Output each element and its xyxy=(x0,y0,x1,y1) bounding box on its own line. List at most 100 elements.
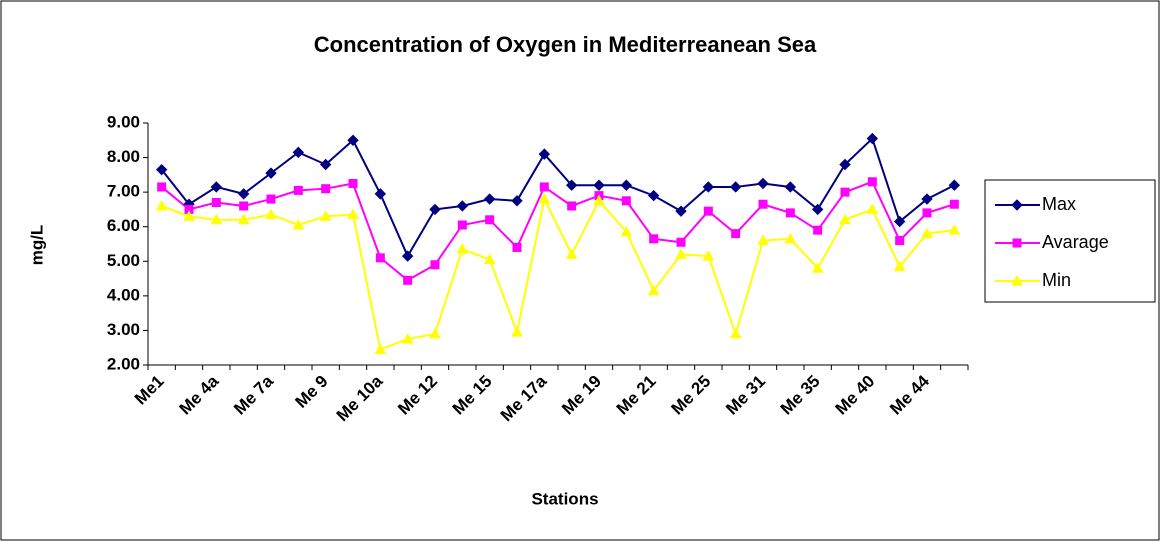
data-point xyxy=(237,213,250,225)
data-point xyxy=(210,181,223,193)
y-tick-label: 9.00 xyxy=(107,112,140,131)
data-point xyxy=(266,194,276,204)
data-point xyxy=(457,220,467,230)
data-point xyxy=(512,242,522,252)
data-point xyxy=(1011,274,1023,286)
x-axis-label: Stations xyxy=(531,489,598,508)
y-tick-label: 4.00 xyxy=(107,285,140,304)
data-point xyxy=(948,179,961,191)
data-point xyxy=(1012,238,1022,248)
data-point xyxy=(757,234,769,246)
data-point xyxy=(867,177,877,187)
data-point xyxy=(949,199,959,209)
data-point xyxy=(840,187,850,197)
data-point xyxy=(729,181,742,193)
data-point xyxy=(784,181,797,193)
legend-label: Min xyxy=(1042,270,1071,290)
series-line xyxy=(161,196,955,351)
data-point xyxy=(620,179,633,191)
data-point xyxy=(702,250,715,261)
data-point xyxy=(211,198,221,208)
data-point xyxy=(785,208,795,218)
data-point xyxy=(210,213,223,225)
data-point xyxy=(675,248,687,259)
data-point xyxy=(155,199,168,211)
data-point xyxy=(895,236,905,246)
data-point xyxy=(676,237,686,247)
data-point xyxy=(593,179,605,191)
series-line xyxy=(160,136,955,259)
data-point xyxy=(374,343,387,354)
data-point xyxy=(456,200,469,212)
data-point xyxy=(401,250,414,262)
data-point xyxy=(347,208,359,220)
data-point xyxy=(921,227,933,239)
data-point xyxy=(620,225,633,237)
data-point xyxy=(811,203,824,216)
data-point xyxy=(703,206,713,216)
data-point xyxy=(183,210,195,221)
data-point xyxy=(401,333,414,344)
data-point xyxy=(731,229,741,239)
data-point xyxy=(403,275,413,285)
data-point xyxy=(483,253,496,265)
data-point xyxy=(429,203,441,216)
data-point xyxy=(621,196,631,206)
data-point xyxy=(429,327,441,339)
data-point xyxy=(430,260,440,270)
data-point xyxy=(319,210,332,221)
data-point xyxy=(374,188,387,200)
data-point xyxy=(567,201,577,211)
y-tick-label: 6.00 xyxy=(107,216,140,235)
legend-label: Avarage xyxy=(1042,232,1109,252)
data-point xyxy=(647,284,660,296)
data-point xyxy=(483,193,496,205)
data-point xyxy=(758,199,768,209)
data-point xyxy=(237,188,250,200)
data-point xyxy=(321,184,331,194)
data-point xyxy=(921,193,933,205)
data-point xyxy=(866,203,879,214)
data-point xyxy=(347,134,359,146)
data-point xyxy=(593,194,605,206)
data-point xyxy=(649,234,659,244)
series-line xyxy=(161,180,955,282)
data-point xyxy=(565,248,578,259)
y-tick-label: 8.00 xyxy=(107,147,140,166)
data-point xyxy=(948,224,961,235)
data-point xyxy=(702,181,715,193)
chart-title: Concentration of Oxygen in Mediterreanea… xyxy=(314,32,817,57)
data-point xyxy=(539,182,549,192)
data-point xyxy=(292,218,305,230)
data-point xyxy=(485,215,495,225)
data-point xyxy=(375,253,385,263)
data-point xyxy=(922,208,932,218)
y-tick-label: 3.00 xyxy=(107,320,140,339)
data-point xyxy=(839,213,851,225)
data-point xyxy=(866,132,879,145)
data-point xyxy=(813,225,823,235)
y-axis-label: mg/L xyxy=(27,225,46,266)
data-point xyxy=(348,179,358,188)
data-point xyxy=(893,260,906,271)
data-point xyxy=(729,327,742,339)
data-point xyxy=(239,201,249,211)
data-point xyxy=(839,158,851,171)
data-point xyxy=(265,208,277,220)
data-point xyxy=(1011,199,1023,211)
data-point xyxy=(511,195,523,207)
y-tick-label: 2.00 xyxy=(107,354,140,373)
data-point xyxy=(565,179,578,191)
data-point xyxy=(784,232,797,244)
data-point xyxy=(647,189,660,202)
data-point xyxy=(538,148,551,160)
data-point xyxy=(757,177,769,190)
data-point xyxy=(155,163,168,176)
data-point xyxy=(893,215,906,228)
data-point xyxy=(157,182,167,192)
data-point xyxy=(293,185,303,195)
data-point xyxy=(456,243,469,254)
legend-label: Max xyxy=(1042,194,1076,214)
